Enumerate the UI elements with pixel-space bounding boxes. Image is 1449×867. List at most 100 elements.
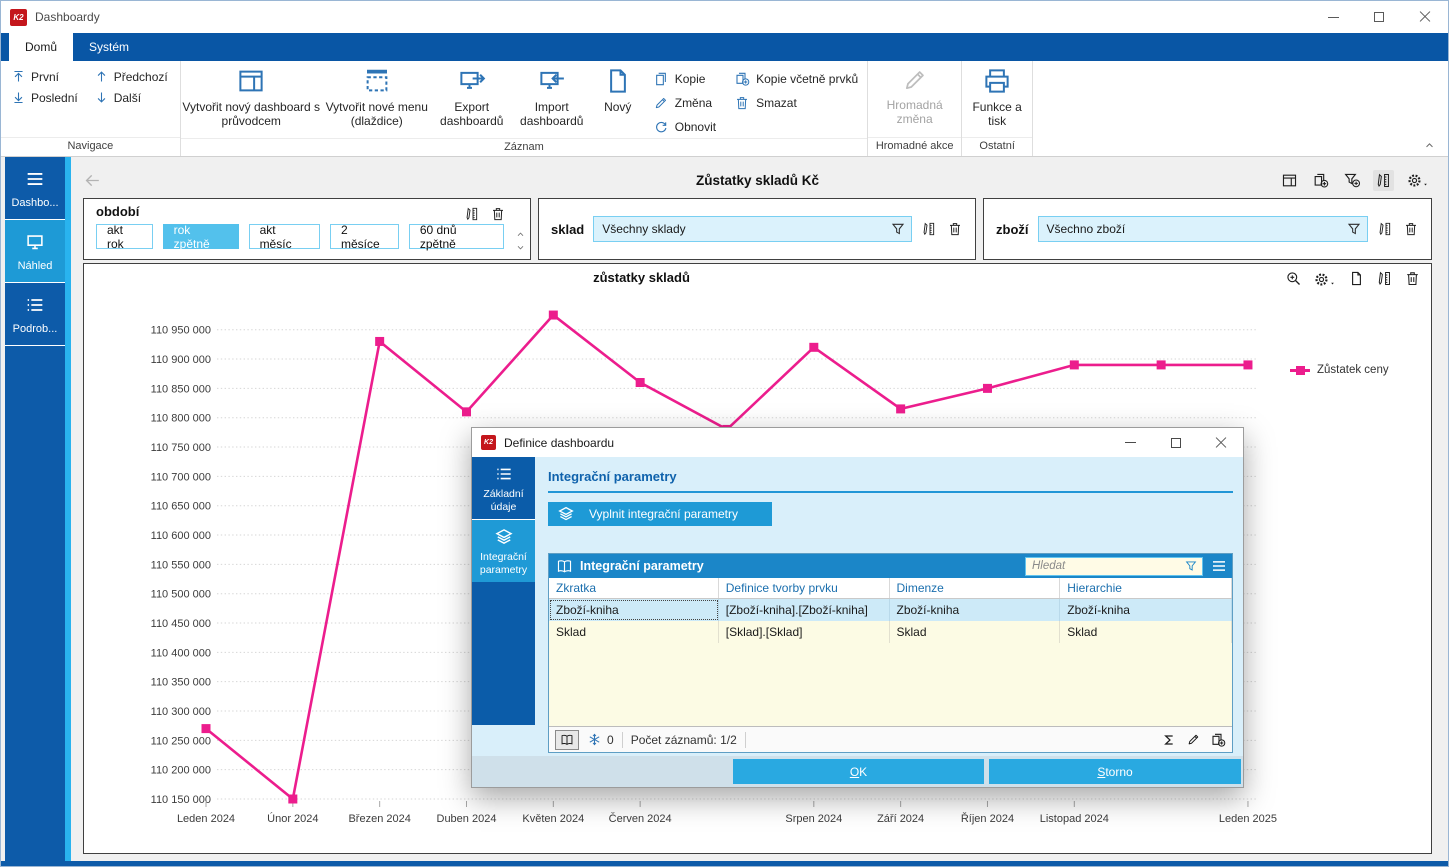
trash-icon[interactable] (1403, 221, 1419, 237)
dialog-title-bar: K2 Definice dashboardu (472, 428, 1243, 457)
sidebar-item-dashboardy[interactable]: Dashbo... (5, 157, 65, 220)
table-cell[interactable]: Sklad (890, 621, 1061, 643)
refresh-button[interactable]: Obnovit (653, 116, 716, 138)
funnel-icon[interactable] (890, 221, 906, 237)
fill-integration-parameters-button[interactable]: Vyplnit integrační parametry (548, 502, 772, 526)
data-point[interactable] (288, 794, 298, 804)
book-view-toggle[interactable] (555, 729, 579, 750)
snowflake-icon[interactable] (587, 732, 602, 747)
next-button[interactable]: Další (94, 90, 168, 105)
tab-system[interactable]: Systém (89, 40, 130, 54)
data-point[interactable] (982, 383, 992, 393)
data-point[interactable] (896, 404, 906, 414)
pencil-ruler-icon[interactable] (464, 206, 480, 222)
data-point[interactable] (548, 310, 558, 320)
table-cell[interactable]: [Sklad].[Sklad] (719, 621, 890, 643)
sigma-icon[interactable] (1161, 732, 1177, 748)
sidebar-item-nahled[interactable]: Náhled (5, 220, 65, 283)
funnel-icon[interactable] (1184, 559, 1198, 573)
svg-text:110 800 000: 110 800 000 (151, 413, 211, 425)
ribbon-collapse-icon[interactable] (1423, 139, 1436, 152)
trash-icon[interactable] (490, 206, 506, 222)
data-point[interactable] (375, 336, 385, 346)
table-cell[interactable]: Sklad (1060, 621, 1232, 643)
functions-print-button[interactable]: Funkce a tisk (962, 61, 1032, 129)
scroll-up-icon[interactable] (515, 229, 526, 240)
add-filter-button[interactable] (1341, 169, 1363, 191)
settings-button[interactable] (1404, 170, 1432, 191)
table-cell[interactable]: Sklad (549, 621, 719, 643)
data-point[interactable] (1243, 360, 1253, 370)
search-input[interactable] (1026, 557, 1202, 575)
data-point[interactable] (1069, 360, 1079, 370)
tab-zakladni-udaje[interactable]: Základní údaje (472, 457, 535, 521)
table-cell[interactable]: Zboží-kniha (890, 599, 1061, 621)
period-button-rok-zpětně[interactable]: rok zpětně (162, 223, 239, 251)
ribbon-group-hromadne: Hromadná změna Hromadné akce (868, 61, 963, 156)
delete-label: Smazat (756, 96, 797, 110)
scroll-down-icon[interactable] (515, 242, 526, 253)
column-header-1[interactable]: Zkratka (549, 578, 719, 598)
view-header: Zůstatky skladů Kč (83, 162, 1432, 198)
delete-button[interactable]: Smazat (734, 92, 858, 114)
period-button-akt-měsíc[interactable]: akt měsíc (248, 223, 320, 251)
tab-integracni-parametry[interactable]: Integrační parametry (472, 520, 535, 583)
data-point[interactable] (1156, 360, 1166, 370)
create-menu-tiles-label: Vytvořit nové menu (dlaždice) (325, 100, 428, 128)
sidebar-item-podrobnosti[interactable]: Podrob... (5, 283, 65, 346)
trash-icon[interactable] (947, 221, 963, 237)
period-button-2-měsíce[interactable]: 2 měsíce (329, 223, 399, 251)
funnel-icon[interactable] (1346, 221, 1362, 237)
dialog-minimize-button[interactable] (1108, 428, 1153, 457)
refresh-label: Obnovit (674, 120, 717, 134)
minimize-button[interactable] (1310, 1, 1356, 33)
table-cell[interactable]: Zboží-kniha (549, 599, 719, 621)
data-point[interactable] (201, 724, 211, 734)
copy-element-button[interactable] (1310, 170, 1331, 191)
tab-domu[interactable]: Domů (9, 33, 74, 61)
maximize-icon (1170, 437, 1181, 448)
dialog-close-button[interactable] (1198, 428, 1243, 457)
maximize-button[interactable] (1356, 1, 1402, 33)
record-count: Počet záznamů: 1/2 (630, 732, 737, 747)
table-row[interactable]: Sklad [Sklad].[Sklad] Sklad Sklad (549, 621, 1232, 643)
period-button-60-dnů-zpětně[interactable]: 60 dnů zpětně (408, 223, 504, 251)
new-button[interactable]: Nový (592, 61, 644, 115)
table-row[interactable]: Zboží-kniha [Zboží-kniha].[Zboží-kniha] Zb… (549, 599, 1232, 621)
export-dashboards-button[interactable]: Export dashboardů (432, 61, 512, 129)
data-point[interactable] (461, 407, 471, 417)
table-cell[interactable]: Zboží-kniha (1060, 599, 1232, 621)
legend-label: Zůstatek ceny (1317, 364, 1389, 376)
column-header-4[interactable]: Hierarchie (1060, 578, 1232, 598)
pencil-ruler-icon[interactable] (1377, 221, 1393, 237)
close-button[interactable] (1402, 1, 1448, 33)
column-header-2[interactable]: Definice tvorby prvku (719, 578, 890, 598)
edit-layout-button[interactable] (1373, 169, 1394, 191)
data-point[interactable] (635, 378, 645, 388)
create-dashboard-wizard-button[interactable]: Vytvořit nový dashboard s průvodcem (181, 61, 322, 129)
dialog-maximize-button[interactable] (1153, 428, 1198, 457)
bulk-change-button[interactable]: Hromadná změna (868, 61, 961, 127)
pencil-ruler-icon[interactable] (921, 221, 937, 237)
import-dashboards-button[interactable]: Import dashboardů (512, 61, 592, 129)
column-header-3[interactable]: Dimenze (890, 578, 1061, 598)
first-button[interactable]: První (11, 69, 78, 84)
copy-button[interactable]: Kopie (653, 68, 716, 90)
period-button-akt-rok[interactable]: akt rok (96, 223, 153, 251)
pencil-icon[interactable] (1186, 732, 1201, 747)
table-cell[interactable]: [Zboží-kniha].[Zboží-kniha] (719, 599, 890, 621)
data-point[interactable] (809, 342, 819, 352)
copy-plus-icon[interactable] (1210, 732, 1226, 748)
last-button[interactable]: Poslední (11, 90, 78, 105)
dashboard-layout-button[interactable] (1279, 170, 1300, 191)
change-button[interactable]: Změna (653, 92, 716, 114)
copy-with-elements-button[interactable]: Kopie včetně prvků (734, 68, 858, 90)
create-menu-tiles-button[interactable]: Vytvořit nové menu (dlaždice) (322, 61, 432, 129)
zbozi-filter-input[interactable]: Všechno zboží (1037, 216, 1368, 242)
table-menu-icon[interactable] (1210, 557, 1228, 575)
sklad-filter-input[interactable]: Všechny sklady (593, 216, 912, 242)
previous-button[interactable]: Předchozí (94, 69, 168, 84)
